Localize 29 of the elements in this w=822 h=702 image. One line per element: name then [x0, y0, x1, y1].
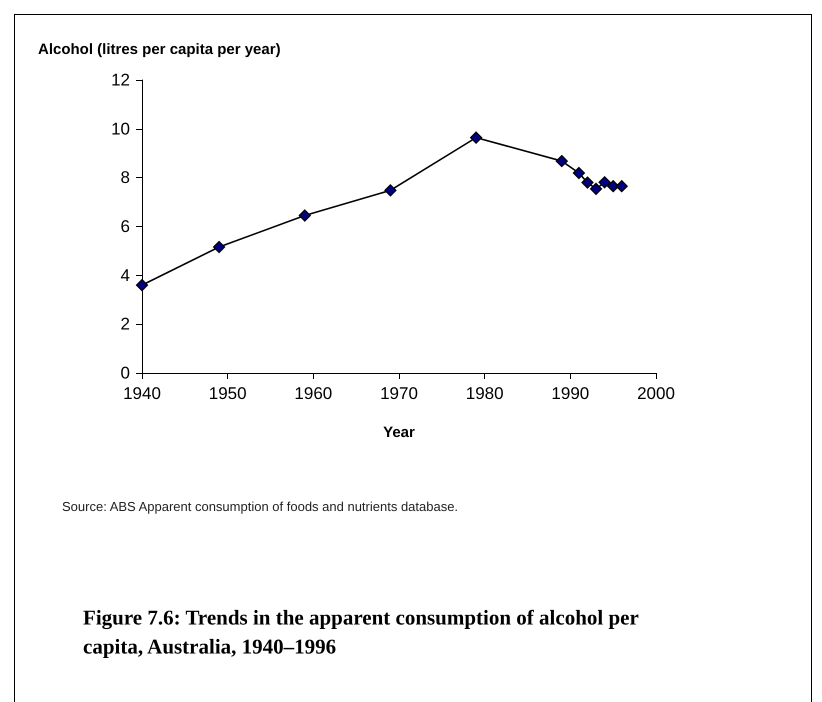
y-axis-title: Alcohol (litres per capita per year)	[38, 41, 281, 58]
point	[590, 182, 602, 195]
x-tick-label: 1980	[466, 384, 504, 403]
text: Figure 7.6: Trends in the apparent consumption of alcohol per capita, Australia, 1940–1996	[83, 606, 644, 658]
x-tick-label: 1970	[380, 384, 418, 403]
y-tick-label: 8	[120, 168, 130, 188]
point	[616, 180, 628, 192]
x-tick-label: 1960	[294, 384, 332, 403]
point	[598, 176, 611, 188]
x-tick-label: 1990	[551, 384, 590, 403]
y-tick-label: 12	[111, 70, 130, 90]
x-axis-title: Year	[383, 424, 416, 441]
x-tick-label: 1950	[208, 384, 247, 403]
point	[136, 279, 148, 292]
point	[384, 184, 397, 196]
point	[298, 209, 311, 222]
point	[556, 154, 568, 168]
y-tick-label: 2	[120, 314, 130, 334]
x-tick-label: 2000	[637, 384, 675, 403]
y-tick-label: 0	[120, 364, 130, 382]
point	[572, 166, 585, 180]
y-tick-label: 6	[120, 217, 130, 236]
y-tick-label: 10	[111, 119, 130, 138]
point	[581, 176, 594, 189]
point	[470, 132, 482, 144]
point	[213, 240, 226, 254]
y-tick-label: 4	[120, 266, 130, 285]
x-tick-label: 1940	[123, 384, 161, 403]
source-note: Source: ABS Apparent consumption of foods and nutrients database.	[62, 499, 458, 514]
